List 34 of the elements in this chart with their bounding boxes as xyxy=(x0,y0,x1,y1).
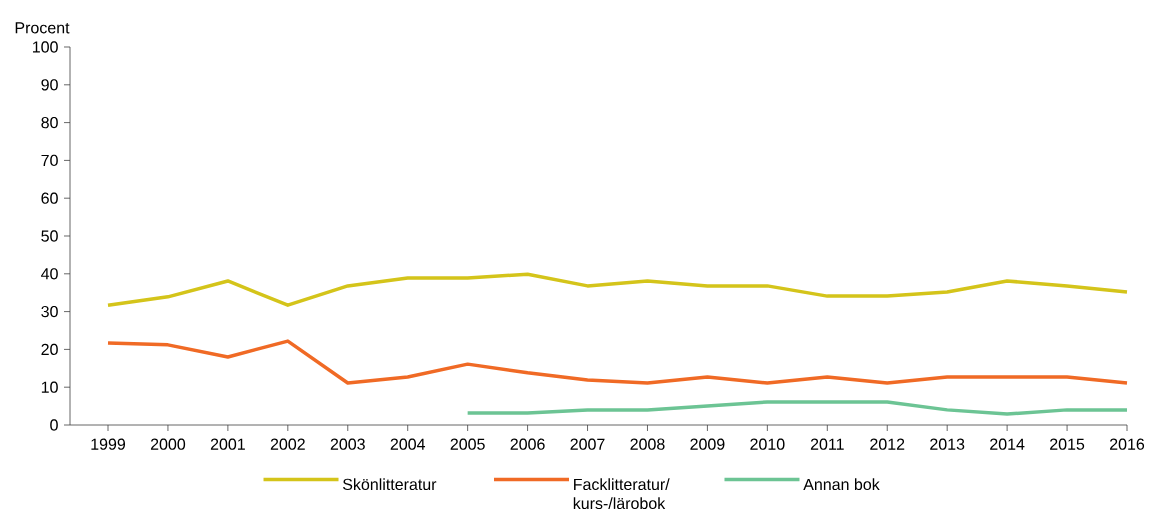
y-tick-label: 80 xyxy=(41,116,58,129)
x-tick-label: 2005 xyxy=(450,438,485,450)
x-tick-label: 2001 xyxy=(210,438,245,450)
x-tick-label: 2000 xyxy=(150,438,186,450)
y-tick-label: 70 xyxy=(41,154,58,167)
x-tick-label: 2004 xyxy=(390,438,426,450)
x-tick-label: 2015 xyxy=(1050,438,1085,450)
y-tick-label: 40 xyxy=(41,268,58,280)
x-tick-label: 2002 xyxy=(270,438,305,450)
legend-label: Skönlitteratur xyxy=(343,478,437,491)
y-axis-title: Procent xyxy=(15,22,70,34)
x-tick-label: 2008 xyxy=(630,438,665,450)
legend-label: Facklitteratur/ kurs-/lärobok xyxy=(573,478,670,510)
x-tick-label: 2011 xyxy=(810,438,844,450)
x-tick-label: 2007 xyxy=(570,438,605,450)
x-tick-label: 2013 xyxy=(930,438,965,450)
x-tick-label: 2014 xyxy=(990,438,1025,450)
legend-label: Annan bok xyxy=(803,478,880,491)
x-tick-label: 2006 xyxy=(510,438,545,450)
line-series xyxy=(106,272,1129,307)
y-tick-label: 100 xyxy=(32,41,58,53)
y-tick-label: 50 xyxy=(41,230,58,242)
y-tick-label: 60 xyxy=(41,192,58,204)
y-tick-label: 20 xyxy=(41,343,58,356)
x-tick-label: 1999 xyxy=(91,438,126,450)
x-tick-label: 2016 xyxy=(1110,438,1145,450)
x-tick-label: 2009 xyxy=(690,438,725,450)
x-tick-label: 2012 xyxy=(870,438,905,450)
y-tick-label: 30 xyxy=(41,305,58,318)
x-tick-label: 2003 xyxy=(330,438,365,450)
y-tick-label: 10 xyxy=(41,381,58,393)
y-tick-label: 0 xyxy=(50,419,58,431)
x-tick-label: 2010 xyxy=(750,438,785,450)
y-tick-label: 90 xyxy=(41,79,58,91)
